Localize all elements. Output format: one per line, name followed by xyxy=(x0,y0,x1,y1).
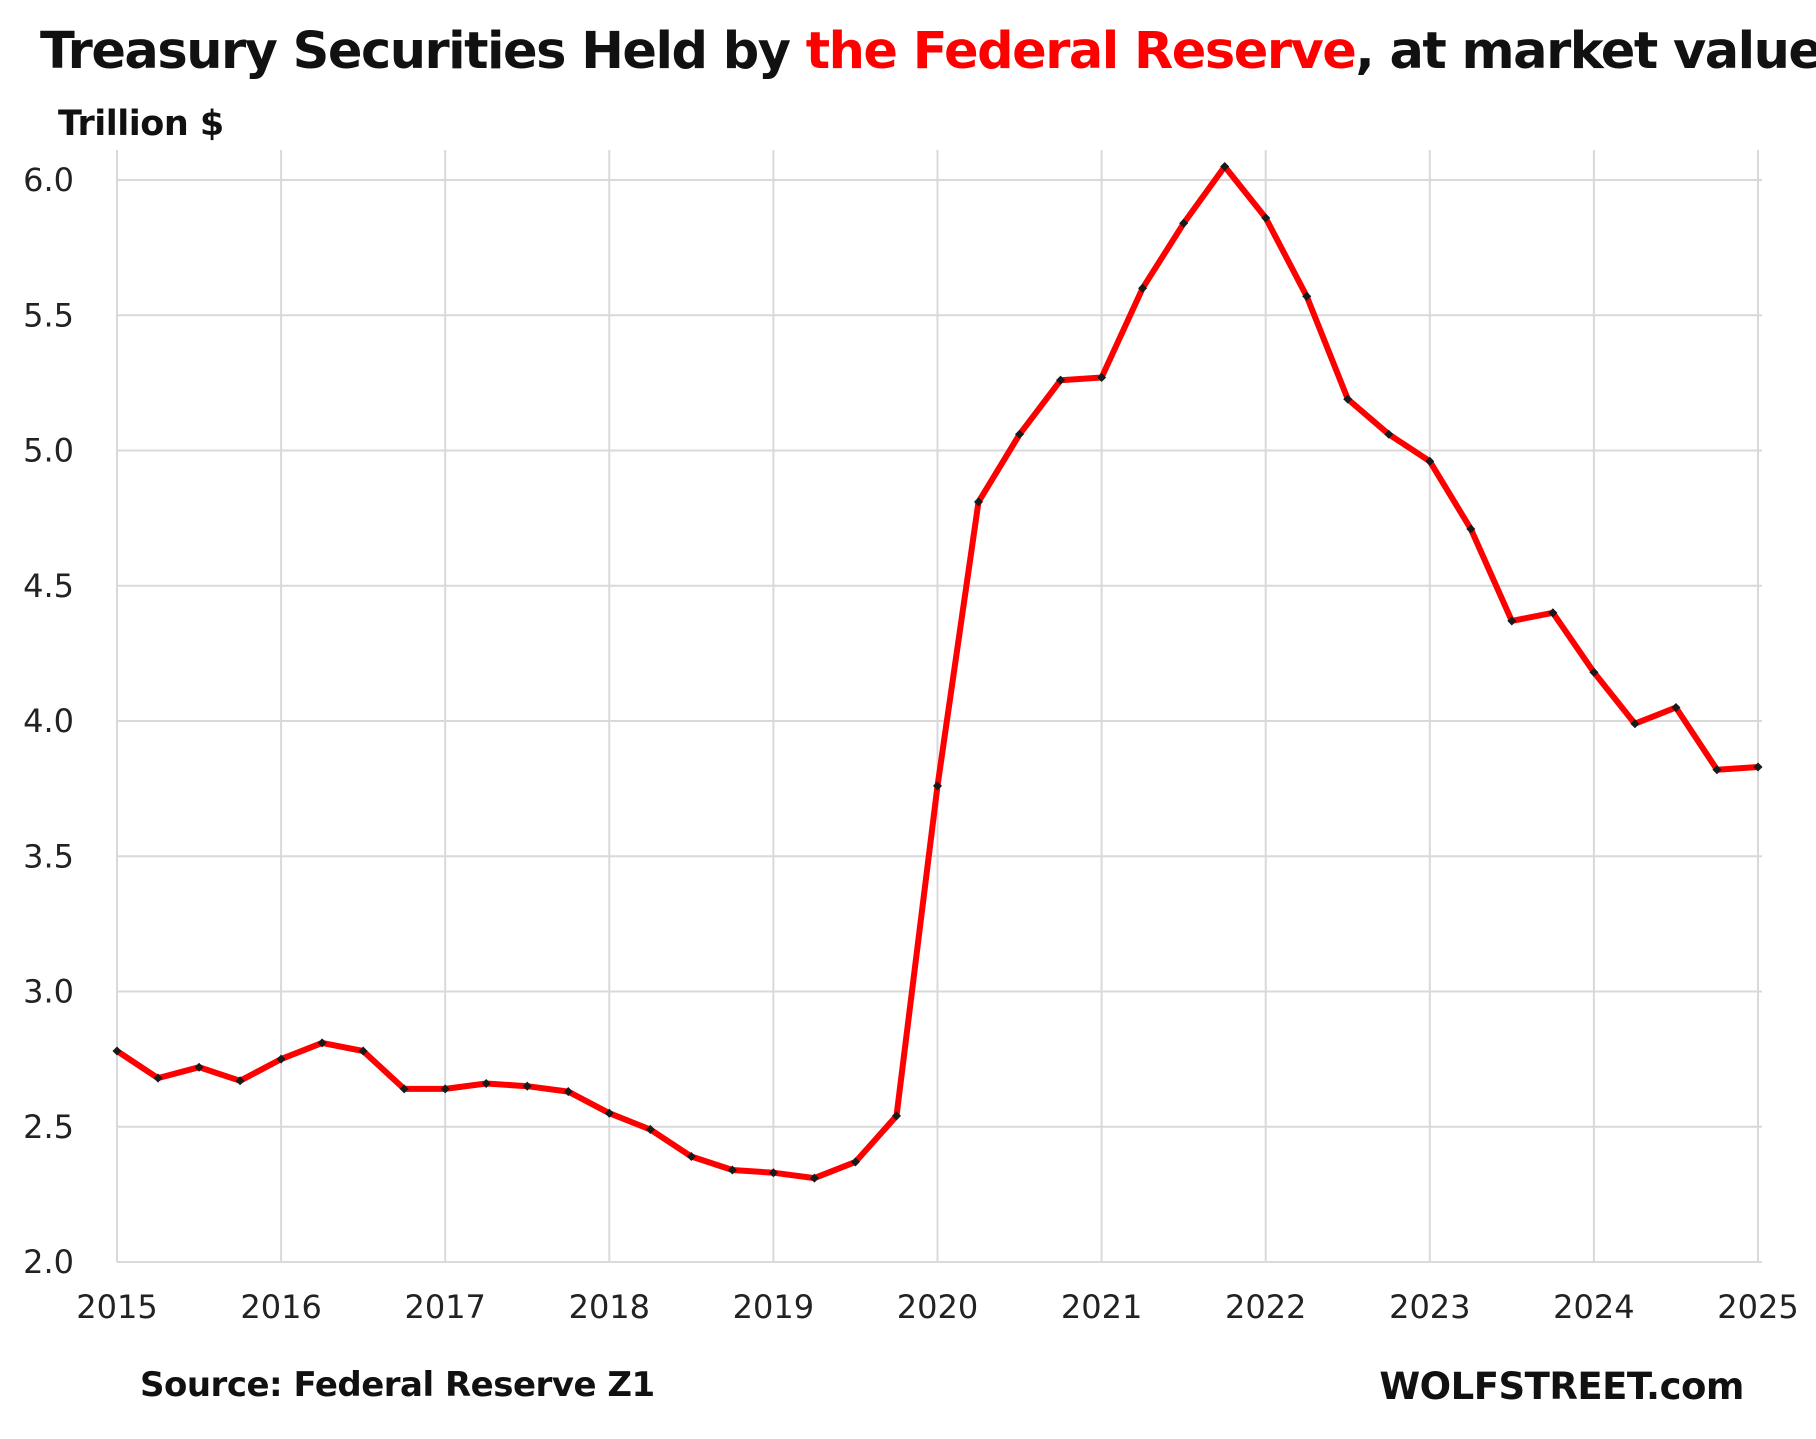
x-tick-label: 2018 xyxy=(569,1288,650,1326)
y-tick-label: 5.5 xyxy=(23,296,74,334)
data-point xyxy=(1507,616,1517,626)
brand-credit: WOLFSTREET.com xyxy=(1379,1365,1744,1408)
gridlines xyxy=(116,150,1762,1263)
x-tick-label: 2022 xyxy=(1225,1288,1306,1326)
data-point xyxy=(1671,702,1681,713)
x-axis-ticks: 2015 2016 2017 2018 2019 2020 2021 2022 2023 2024… xyxy=(76,1288,1798,1326)
data-point xyxy=(522,1081,532,1091)
title-text-accent: the Federal Reserve xyxy=(805,22,1357,81)
title-text-before: Treasury Securities Held by xyxy=(40,22,806,81)
data-point xyxy=(891,1111,902,1121)
x-tick-label: 2017 xyxy=(404,1288,485,1326)
data-point xyxy=(1630,719,1640,729)
data-point xyxy=(1712,765,1722,775)
x-tick-label: 2019 xyxy=(733,1288,814,1326)
data-point xyxy=(686,1151,696,1162)
y-axis-unit-label: Trillion $ xyxy=(58,104,224,144)
y-tick-label: 2.0 xyxy=(23,1243,74,1281)
data-point xyxy=(1589,667,1599,677)
data-point xyxy=(563,1087,573,1097)
x-tick-label: 2024 xyxy=(1553,1288,1634,1326)
data-point xyxy=(973,497,984,507)
y-axis-ticks: 2.0 2.5 3.0 3.5 4.0 4.5 5.0 5.5 6.0 xyxy=(23,161,74,1281)
x-tick-label: 2023 xyxy=(1389,1288,1470,1326)
y-tick-label: 5.0 xyxy=(23,432,74,470)
y-tick-label: 4.0 xyxy=(23,702,74,740)
data-point xyxy=(645,1124,655,1134)
data-point xyxy=(768,1168,778,1178)
x-tick-label: 2025 xyxy=(1717,1288,1798,1326)
data-point xyxy=(1753,762,1763,772)
data-point xyxy=(1015,429,1025,439)
data-point xyxy=(850,1157,860,1167)
y-tick-label: 4.5 xyxy=(23,567,74,605)
y-tick-label: 3.5 xyxy=(23,837,74,875)
x-tick-label: 2016 xyxy=(240,1288,321,1326)
y-tick-label: 6.0 xyxy=(23,161,74,199)
data-point xyxy=(932,781,943,791)
x-tick-label: 2021 xyxy=(1061,1288,1142,1326)
data-point xyxy=(809,1173,819,1183)
x-tick-label: 2020 xyxy=(897,1288,978,1326)
chart-title: Treasury Securities Held by the Federal … xyxy=(40,22,1816,81)
data-point xyxy=(604,1108,614,1118)
source-note: Source: Federal Reserve Z1 xyxy=(140,1365,655,1405)
y-tick-label: 2.5 xyxy=(23,1108,74,1146)
title-text-after: , at market value xyxy=(1355,22,1816,81)
data-point xyxy=(727,1165,737,1175)
x-tick-label: 2015 xyxy=(76,1288,157,1326)
data-point xyxy=(1548,608,1558,618)
data-point xyxy=(1466,524,1476,534)
y-tick-label: 3.0 xyxy=(23,973,74,1011)
